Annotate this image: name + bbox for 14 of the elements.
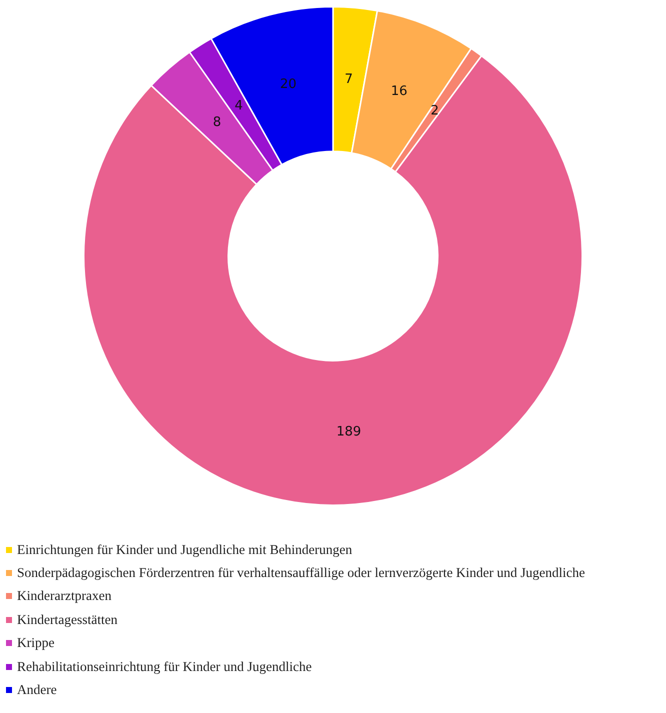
data-label: 7 [344, 72, 353, 88]
legend-label: Kindertagesstätten [17, 612, 118, 628]
legend-label: Krippe [17, 635, 54, 652]
data-label: 2 [430, 104, 439, 119]
legend-label: Kinderarztpraxen [17, 588, 112, 604]
data-label: 189 [336, 424, 362, 440]
data-label: 4 [234, 98, 243, 114]
legend-label: Einrichtungen für Kinder und Jugendliche mit Behinderungen [17, 542, 352, 558]
legend-label: Rehabilitationseinrichtung für Kinder und Jugendliche [17, 658, 312, 675]
legend-label: Sonderpädagogischen Förderzentren für verhaltensauffällige oder lernverzögerte Kinder und Jugendliche [17, 565, 586, 582]
data-label: 20 [280, 77, 297, 92]
data-label: 8 [212, 114, 222, 130]
legend-label: Andere [17, 682, 57, 698]
data-label: 16 [390, 84, 408, 100]
